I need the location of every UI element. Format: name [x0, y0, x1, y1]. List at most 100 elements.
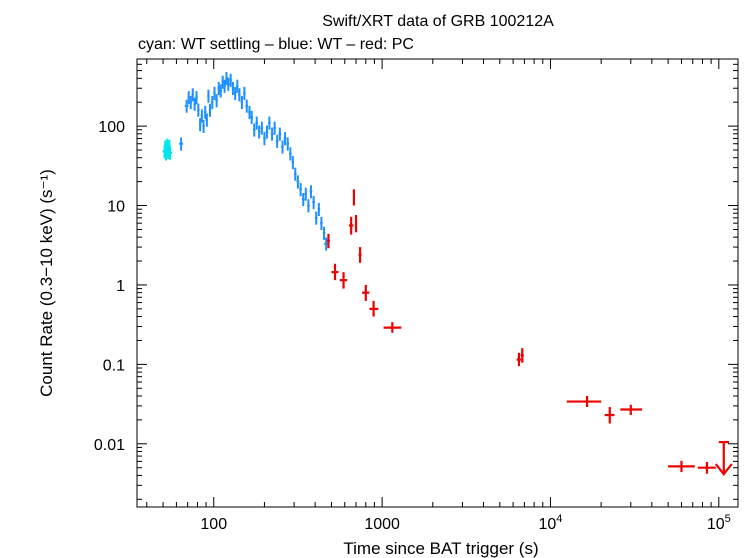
x-tick-label: 105: [707, 513, 731, 533]
wt-data-point: [184, 99, 189, 113]
pc-data-point: [358, 247, 362, 263]
wt-data-point: [243, 86, 246, 101]
wt-data-point: [195, 91, 198, 105]
wt-data-point: [189, 95, 192, 110]
plot-frame: [136, 58, 739, 508]
wt-data-point: [250, 110, 253, 124]
y-tick-label: 100: [98, 119, 125, 136]
wt-data-point: [221, 75, 224, 89]
wt-data-point: [270, 127, 274, 141]
wt-settling-data-point: [168, 146, 173, 160]
wt-data-point: [238, 88, 241, 102]
wt-data-point: [200, 109, 204, 123]
y-tick-label: 0.01: [94, 437, 125, 454]
wt-data-point: [207, 89, 210, 103]
wt-data-point: [179, 137, 184, 151]
pc-data-point: [369, 300, 379, 317]
pc-data-point: [604, 407, 615, 424]
wt-data-point: [289, 147, 292, 161]
wt-data-point: [211, 95, 214, 110]
wt-data-point: [229, 73, 232, 87]
pc-data-point: [566, 395, 602, 408]
wt-data-point: [312, 195, 315, 210]
wt-data-point: [283, 132, 287, 146]
wt-data-point: [187, 91, 190, 105]
wt-data-point: [205, 113, 209, 127]
wt-data-point: [307, 199, 310, 213]
x-tick-labels: 100 1000 104 105: [200, 513, 730, 533]
wt-data-point: [225, 72, 228, 86]
wt-data-point: [197, 103, 200, 117]
pc-data-point: [352, 189, 356, 206]
wt-data-point: [304, 187, 308, 201]
pc-data-point: [668, 460, 695, 473]
wt-data-point: [286, 137, 290, 151]
wt-data-point: [231, 81, 235, 96]
wt-data-point: [213, 86, 216, 101]
upper-limit-point: [714, 441, 733, 476]
wt-data-point: [255, 116, 258, 130]
x-tick-label: 1000: [364, 516, 400, 533]
x-axis-label: Time since BAT trigger (s): [343, 539, 538, 558]
x-tick-label: 104: [539, 513, 563, 533]
wt-data-point: [204, 105, 207, 119]
y-axis-label: Count Rate (0.3−10 keV) (s⁻¹): [37, 169, 56, 397]
pc-data-point: [516, 352, 522, 367]
chart-title: Swift/XRT data of GRB 100212A: [322, 13, 554, 30]
wt-data-point: [296, 175, 300, 189]
wt-data-point: [317, 202, 321, 217]
wt-data-point: [278, 127, 282, 141]
axis-ticks: [137, 58, 738, 507]
wt-data-point: [260, 121, 264, 135]
wt-data-point: [233, 86, 237, 101]
y-tick-label: 1: [116, 278, 125, 295]
wt-data-point: [281, 140, 284, 154]
pc-data-point: [348, 216, 354, 235]
wt-data-point: [257, 125, 261, 139]
wt-data-point: [294, 167, 297, 181]
wt-data-point: [275, 134, 279, 148]
wt-data-point: [299, 183, 302, 197]
wt-data-point: [208, 103, 212, 117]
wt-data-point: [217, 81, 220, 96]
pc-data-point: [697, 461, 716, 474]
chart-subtitle: cyan: WT settling – blue: WT – red: PC: [138, 36, 414, 53]
wt-data-point: [322, 226, 326, 240]
pc-data-point: [326, 233, 330, 249]
pc-data-point: [331, 263, 339, 281]
wt-data-point: [320, 216, 323, 230]
wt-data-point: [252, 123, 256, 137]
wt-data-point: [219, 84, 222, 98]
wt-data-point: [193, 97, 196, 111]
wt-data-point: [236, 79, 239, 93]
y-tick-label: 10: [107, 199, 125, 216]
wt-data-point: [215, 94, 218, 108]
down-arrow-icon: [714, 463, 733, 476]
wt-data-point: [227, 77, 230, 91]
wt-data-point: [245, 99, 249, 113]
wt-data-point: [248, 105, 251, 119]
wt-data-point: [223, 79, 226, 93]
pc-data-point: [520, 348, 524, 363]
wt-data-point: [291, 156, 295, 170]
pc-data-point: [339, 272, 348, 289]
y-tick-label: 0.1: [103, 357, 125, 374]
wt-data-point: [191, 88, 194, 102]
pc-data-point: [383, 322, 402, 333]
wt-data-point: [240, 95, 244, 110]
pc-data-point: [362, 284, 370, 301]
wt-data-point: [265, 125, 269, 139]
wt-data-point: [273, 121, 276, 135]
wt-data-point: [198, 118, 202, 132]
y-tick-labels: 100 10 1 0.1 0.01: [94, 119, 125, 454]
wt-data-point: [268, 116, 271, 130]
x-tick-label: 100: [200, 516, 227, 533]
wt-data-point: [301, 192, 305, 207]
wt-data-point: [202, 119, 205, 133]
pc-data-point: [354, 215, 358, 233]
wt-data-point: [314, 211, 318, 225]
pc-data-point: [620, 404, 643, 416]
data-points: [162, 72, 733, 476]
wt-data-point: [309, 185, 313, 199]
